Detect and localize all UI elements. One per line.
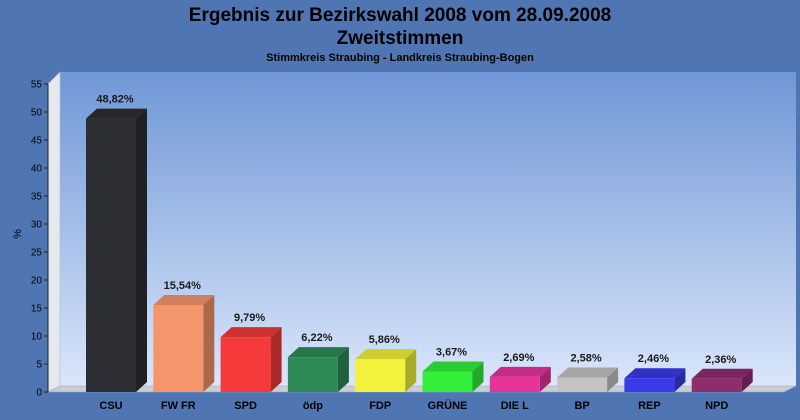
- y-tick-label: 0: [36, 388, 42, 399]
- bar-side: [405, 349, 417, 392]
- y-axis-label: %: [12, 229, 24, 239]
- x-tick-label: DIE L: [501, 400, 529, 412]
- x-tick-label: SPD: [234, 400, 257, 412]
- bar-front: [86, 118, 136, 392]
- bar-top: [422, 361, 484, 372]
- x-tick-label: REP: [638, 400, 661, 412]
- y-tick-label: 30: [31, 220, 43, 231]
- bar-value-label: 2,36%: [705, 354, 736, 366]
- bar-top: [153, 294, 215, 305]
- y-tick-label: 55: [31, 80, 43, 91]
- bar: 48,82%: [86, 94, 147, 392]
- x-tick-label: GRÜNE: [428, 399, 468, 412]
- bar: 2,46%: [624, 353, 686, 392]
- bar-value-label: 6,22%: [301, 332, 332, 344]
- bars: 48,82% 15,54% 9,79% 6,22% 5,86% 3,67% 2,69% 2,5…: [86, 94, 753, 392]
- bar-side: [472, 361, 484, 392]
- bar-side: [674, 368, 686, 392]
- bar: 2,36%: [691, 354, 753, 392]
- bar: 6,22%: [287, 332, 349, 392]
- x-tick-label: CSU: [99, 400, 122, 412]
- bar: 3,67%: [422, 346, 484, 392]
- plot-left-wall: [47, 71, 61, 393]
- chart-title-line-1: Ergebnis zur Bezirkswahl 2008 vom 28.09.…: [188, 5, 612, 26]
- bar: 2,58%: [557, 353, 619, 392]
- y-tick-label: 50: [31, 108, 43, 119]
- x-tick-label: NPD: [705, 400, 728, 412]
- bar-value-label: 5,86%: [369, 334, 400, 346]
- y-axis: 0 5 10 15 20 25 30 35 40 45 50 55: [31, 80, 49, 399]
- y-tick-label: 40: [31, 164, 43, 175]
- bar-front: [287, 357, 338, 392]
- bar-value-label: 48,82%: [96, 94, 134, 106]
- bar: 9,79%: [220, 312, 282, 392]
- chart-subtitle: Stimmkreis Straubing - Landkreis Straubi…: [266, 52, 534, 64]
- bar-value-label: 3,67%: [436, 346, 467, 358]
- chart-title: Ergebnis zur Bezirkswahl 2008 vom 28.09.…: [0, 4, 800, 50]
- bar-value-label: 2,46%: [638, 353, 669, 365]
- x-tick-label: ödp: [303, 400, 323, 412]
- bar-value-label: 2,69%: [503, 352, 534, 364]
- bar-side: [203, 294, 215, 392]
- bar-top: [557, 367, 619, 378]
- bar-front: [422, 371, 473, 392]
- bar-side: [539, 366, 551, 392]
- bar-front: [691, 378, 742, 392]
- y-tick-label: 5: [36, 360, 42, 371]
- bar-side: [607, 367, 619, 392]
- bar-side: [741, 368, 753, 392]
- chart-title-line-2: Zweitstimmen: [336, 28, 464, 49]
- bar-side: [136, 108, 147, 392]
- bar-side: [337, 347, 349, 392]
- y-tick-label: 35: [31, 192, 43, 203]
- bar-top: [489, 366, 551, 377]
- y-tick-label: 20: [31, 276, 43, 287]
- x-tick-label: FW FR: [161, 400, 196, 412]
- bar-value-label: 2,58%: [570, 353, 601, 365]
- bar-top: [624, 368, 686, 379]
- y-tick-label: 10: [31, 332, 43, 343]
- bar-value-label: 15,54%: [164, 280, 202, 292]
- y-tick-label: 15: [31, 304, 43, 315]
- bar-front: [557, 377, 608, 392]
- y-tick-label: 45: [31, 136, 43, 147]
- bar-value-label: 9,79%: [234, 312, 265, 324]
- x-tick-label: FDP: [369, 400, 391, 412]
- bar-top: [220, 327, 282, 338]
- bar-top: [355, 349, 417, 360]
- y-tick-label: 25: [31, 248, 43, 259]
- bar: 15,54%: [153, 280, 215, 392]
- bar: 2,69%: [489, 352, 551, 392]
- bar-front: [355, 359, 406, 392]
- bar-top: [287, 347, 349, 358]
- bar-front: [624, 378, 675, 392]
- bar-front: [220, 337, 271, 392]
- x-axis: CSU FW FR SPD ödp FDP GRÜNE DIE L BP REP NPD: [99, 399, 728, 412]
- bar-side: [270, 327, 282, 392]
- bar-top: [86, 108, 147, 119]
- x-tick-label: BP: [574, 400, 589, 412]
- bar-front: [153, 304, 204, 392]
- bar-front: [489, 376, 540, 392]
- bar: 5,86%: [355, 334, 417, 392]
- bar-top: [691, 368, 753, 379]
